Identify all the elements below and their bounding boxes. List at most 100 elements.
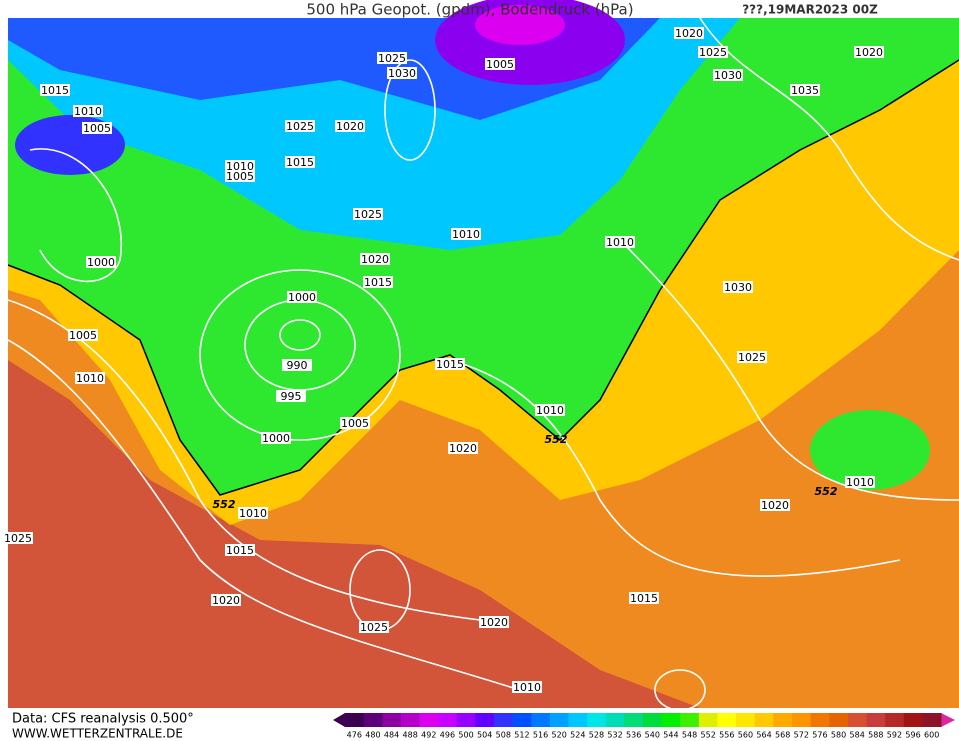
contour-label: 1025	[354, 208, 382, 221]
contour-label-bg	[723, 281, 753, 293]
contour-label-bg	[82, 122, 112, 134]
isobar	[449, 359, 901, 577]
colorbar-swatch	[382, 713, 402, 727]
contour-label-bg	[713, 69, 743, 81]
colorbar-label: 544	[663, 731, 678, 740]
colorbar-label: 556	[719, 731, 734, 740]
contour-labels: 1015 1010 1005 1025 1030 1005 1020 1025 1020 1030…	[3, 27, 884, 694]
colorbar-label: 532	[607, 731, 622, 740]
colorbar-swatch	[494, 713, 514, 727]
contour-label-bg	[3, 532, 33, 544]
contour-label: 1020	[449, 442, 477, 455]
colorbar-label: 476	[347, 731, 362, 740]
colorbar-arrow-left	[333, 713, 345, 727]
date: ???,19MAR2023 00Z	[742, 3, 878, 17]
contour-label: 1010	[846, 476, 874, 489]
contour-label-bg	[285, 156, 315, 168]
colorbar-swatch	[456, 713, 476, 727]
contour-label: 1000	[288, 291, 316, 304]
contour-label-bg	[68, 329, 98, 341]
contour-label: 1030	[388, 67, 416, 80]
colorbar-swatch	[903, 713, 923, 727]
contour-label-bg	[353, 208, 383, 220]
contour-label: 1015	[226, 544, 254, 557]
colorbar: 476 480 484 488 492 496 500 504 508 512 516 520 524 5…	[333, 713, 955, 740]
contour-label-bg	[698, 46, 728, 58]
contour-label-bg	[225, 160, 255, 172]
colorbar-label: 540	[645, 731, 660, 740]
contour-label: 1010	[74, 105, 102, 118]
field-green-east	[810, 410, 930, 490]
colorbar-swatch	[624, 713, 644, 727]
contour-label: 1010	[536, 404, 564, 417]
colorbar-swatch	[847, 713, 867, 727]
colorbar-swatch	[475, 713, 495, 727]
contour-label-bg	[845, 476, 875, 488]
contour-label: 995	[281, 390, 302, 403]
contour-label: 1025	[738, 351, 766, 364]
contour-552	[7, 59, 959, 496]
contour-label-bg	[86, 256, 116, 268]
contour-label: 1020	[761, 499, 789, 512]
contour-label: 1000	[87, 256, 115, 269]
contour-label: 1020	[361, 253, 389, 266]
colorbar-swatch	[661, 713, 681, 727]
contour-label: 1025	[378, 52, 406, 65]
contour-label-bg	[790, 84, 820, 96]
contour-label: 1035	[791, 84, 819, 97]
contour-label-bg	[75, 372, 105, 384]
contour-label-bg	[225, 170, 255, 182]
contour-label-bg	[40, 84, 70, 96]
contour-label: 552	[815, 485, 838, 498]
contour-label-bg	[261, 432, 291, 444]
colorbar-label: 552	[701, 731, 716, 740]
colorbar-swatch	[922, 713, 942, 727]
colorbar-swatch	[792, 713, 812, 727]
contour-label: 1015	[630, 592, 658, 605]
colorbar-swatch	[512, 713, 532, 727]
contour-label: 1020	[336, 120, 364, 133]
isobar	[7, 339, 521, 691]
contour-label-bg	[335, 120, 365, 132]
contour-label: 1005	[486, 58, 514, 71]
colorbar-label: 572	[794, 731, 809, 740]
isobar	[29, 148, 123, 283]
contour-label: 1015	[286, 156, 314, 169]
contour-label-bg	[387, 67, 417, 79]
contour-label: 1010	[226, 160, 254, 173]
contour-label-bg	[359, 621, 389, 633]
colorbar-swatch	[549, 713, 569, 727]
contour-label: 990	[287, 359, 308, 372]
colorbar-label: 548	[682, 731, 697, 740]
contour-label: 1020	[855, 46, 883, 59]
contour-label: 1025	[360, 621, 388, 634]
colorbar-label: 488	[403, 731, 418, 740]
contour-label: 1020	[212, 594, 240, 607]
contour-label-bg	[854, 46, 884, 58]
colorbar-label: 588	[868, 731, 883, 740]
isobar	[384, 59, 436, 161]
colorbar-label: 580	[831, 731, 846, 740]
colorbar-swatch	[345, 713, 365, 727]
colorbar-label: 492	[421, 731, 436, 740]
colorbar-label: 536	[626, 731, 641, 740]
contour-label: 552	[545, 433, 568, 446]
colorbar-swatch	[419, 713, 439, 727]
colorbar-label: 500	[458, 731, 473, 740]
colorbar-label: 568	[775, 731, 790, 740]
contour-label: 1030	[724, 281, 752, 294]
isobar	[619, 239, 959, 501]
contour-label: 1010	[76, 372, 104, 385]
contour-label-bg	[282, 359, 312, 371]
colorbar-swatch	[754, 713, 774, 727]
contour-label: 1010	[239, 507, 267, 520]
colorbar-swatch	[736, 713, 756, 727]
contour-label: 1005	[69, 329, 97, 342]
contour-label-bg	[479, 616, 509, 628]
contour-label-bg	[605, 236, 635, 248]
contour-label-bg	[238, 507, 268, 519]
contour-label: 552	[213, 498, 236, 511]
contour-label-bg	[287, 291, 317, 303]
contour-label-bg	[377, 52, 407, 64]
colorbar-label: 516	[533, 731, 548, 740]
